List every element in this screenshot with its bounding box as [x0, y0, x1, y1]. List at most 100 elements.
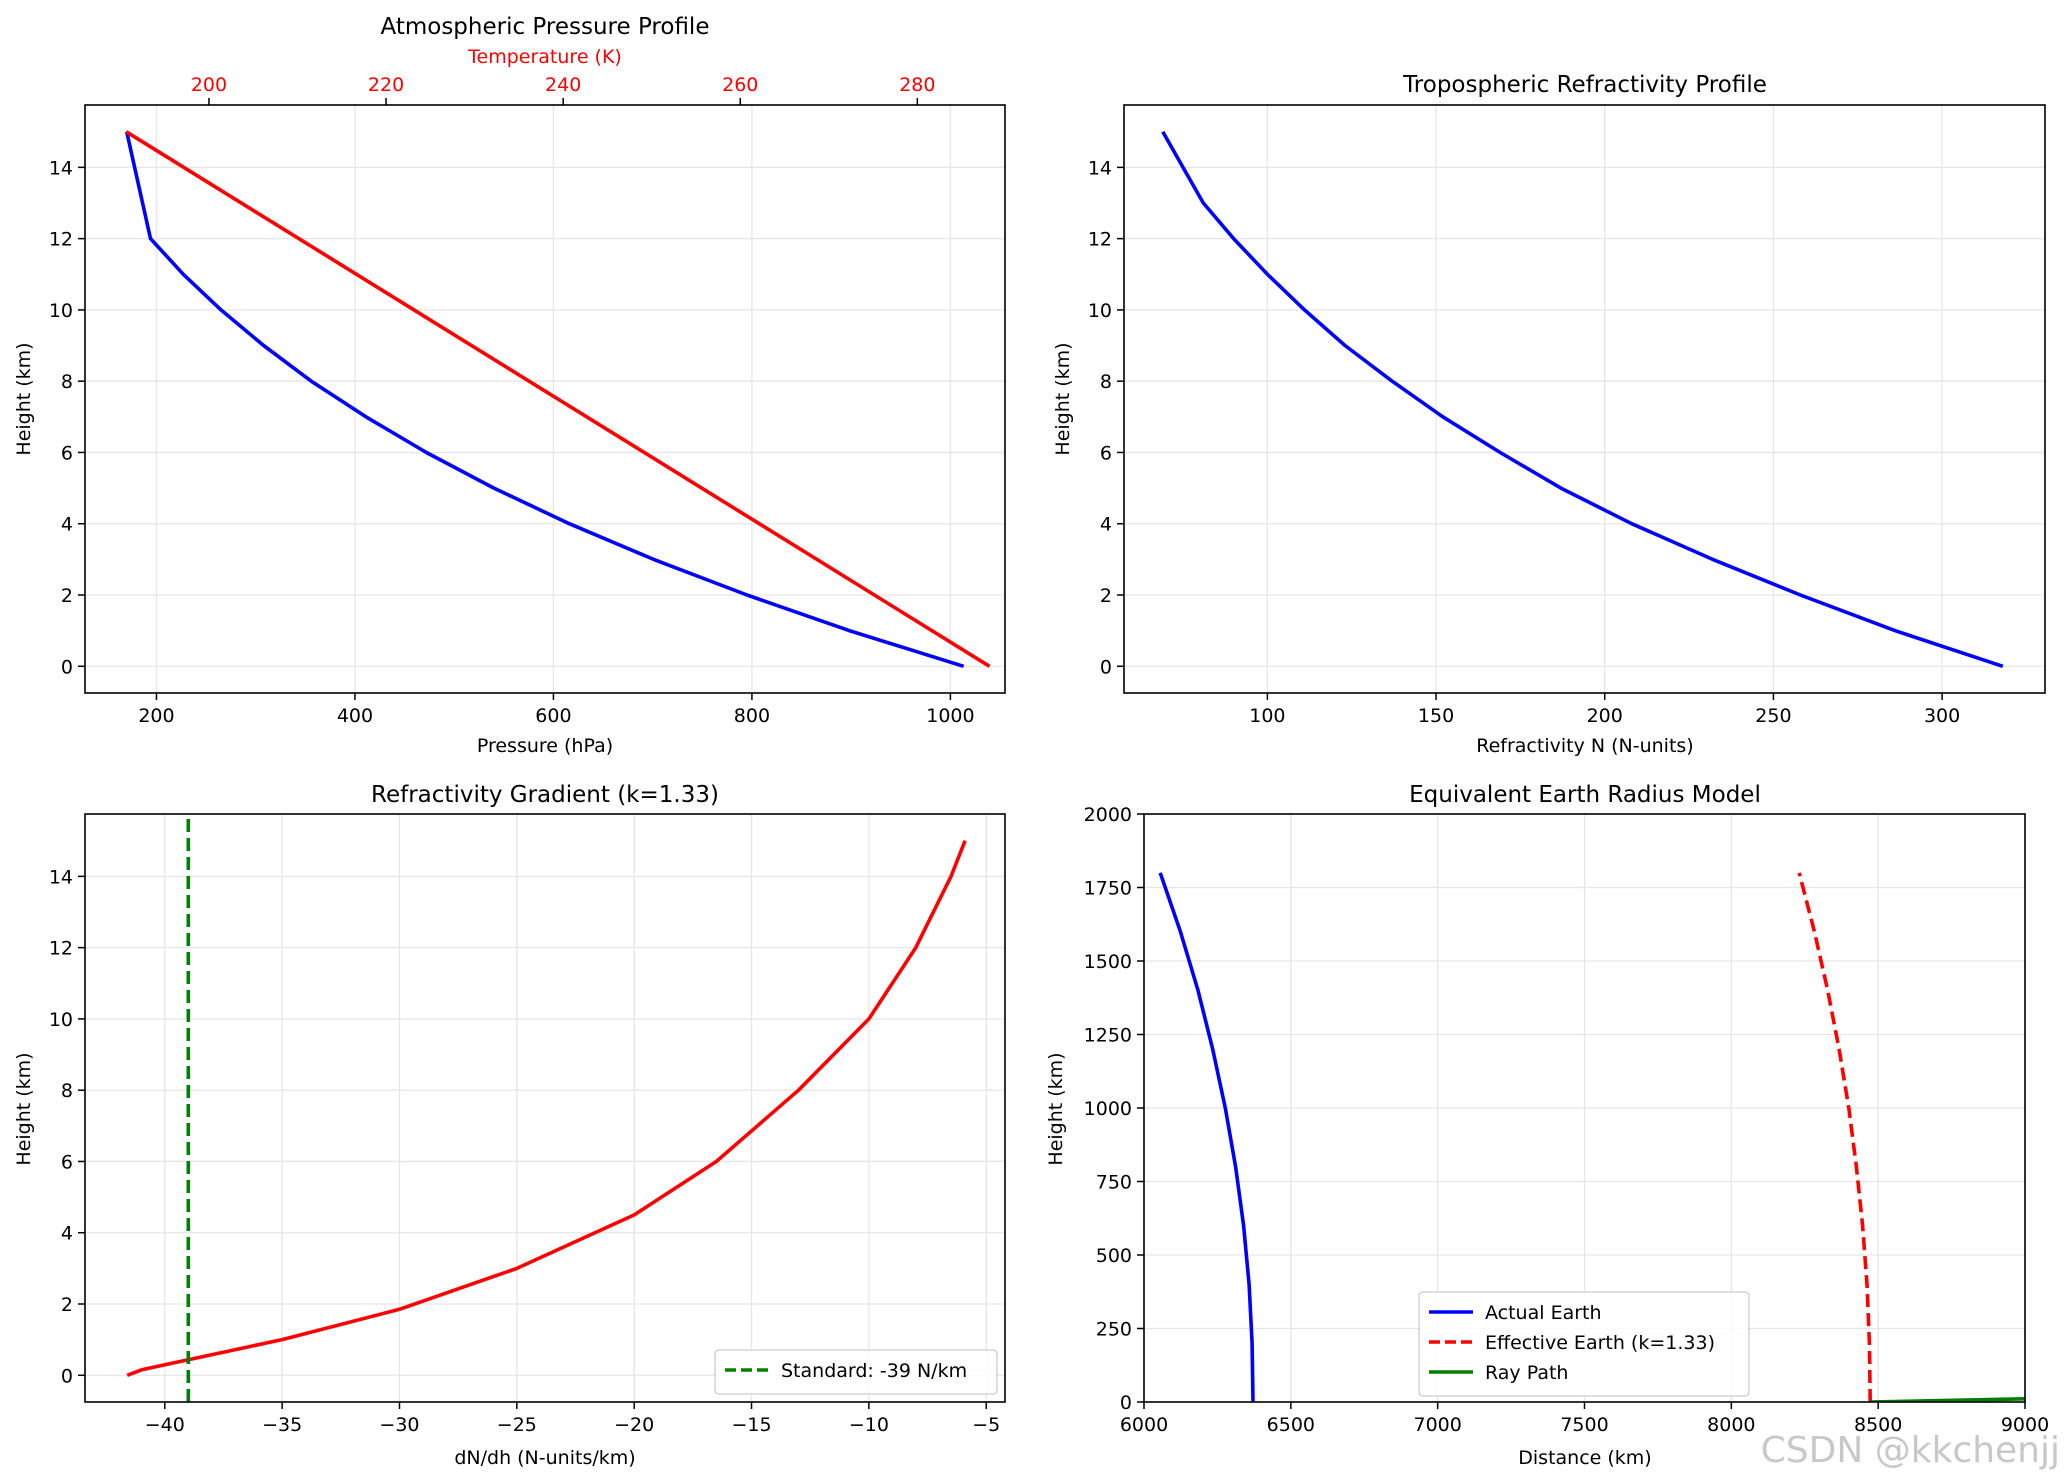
series-line-effective-earth-k-1-33: [1797, 872, 1872, 1402]
x-tick-label: −30: [379, 1414, 419, 1436]
y-axis-ticks: 0 2 4 6 8 10 12 14: [1088, 157, 1124, 678]
series-line-temperature: [125, 130, 991, 668]
y-tick-label: 2: [61, 1294, 73, 1316]
y-tick-label: 500: [1096, 1245, 1132, 1267]
legend-box: [1418, 1291, 1750, 1397]
pressure-profile-chart: 200 400 600 800 1000 0 2 4 6 8 10 12 14 200 220 240 26…: [13, 14, 1006, 757]
grid: [85, 814, 1005, 1402]
top-tick-label: 260: [722, 74, 758, 96]
y-tick-label: 14: [1088, 157, 1112, 179]
x-tick-label: 200: [1587, 705, 1623, 727]
grid: [85, 105, 1005, 693]
y-tick-label: 2000: [1084, 804, 1132, 826]
legend: Actual Earth Effective Earth (k=1.33) Ray …: [1418, 1291, 1750, 1397]
y-tick-label: 6: [61, 442, 73, 464]
x-tick-label: 7000: [1413, 1414, 1461, 1436]
top-axis-label: Temperature (K): [467, 46, 622, 68]
series-line-dn-dh: [126, 840, 967, 1377]
x-tick-label: 300: [1924, 705, 1960, 727]
x-tick-label: 6500: [1267, 1414, 1315, 1436]
series-layer: [126, 814, 967, 1402]
earth-radius-chart: 6000 6500 7000 7500 8000 8500 9000 0 250 500 750 1…: [1045, 782, 2049, 1469]
y-tick-label: 6: [61, 1151, 73, 1173]
top-tick-label: 240: [545, 74, 581, 96]
y-axis-ticks: 0 2 4 6 8 10 12 14: [49, 157, 85, 678]
top-tick-label: 200: [191, 74, 227, 96]
y-axis-ticks: 0 2 4 6 8 10 12 14: [49, 866, 85, 1387]
plot-frame: [1123, 104, 2046, 694]
x-tick-label: 200: [138, 705, 174, 727]
y-tick-label: 2: [1100, 585, 1112, 607]
series-line-actual-earth: [1158, 872, 1255, 1402]
x-tick-label: −20: [614, 1414, 654, 1436]
y-tick-label: 1500: [1084, 951, 1132, 973]
x-tick-label: 800: [734, 705, 770, 727]
y-tick-label: 750: [1096, 1172, 1132, 1194]
x-tick-label: −35: [262, 1414, 302, 1436]
y-tick-label: 0: [1120, 1392, 1132, 1414]
x-tick-label: 6000: [1120, 1414, 1168, 1436]
y-tick-label: 4: [61, 514, 73, 536]
x-tick-label: 100: [1249, 705, 1285, 727]
y-axis-label: Height (km): [1052, 342, 1074, 455]
legend-box: [714, 1349, 998, 1395]
legend-label: Standard: -39 N/km: [781, 1360, 967, 1382]
y-tick-label: 1750: [1084, 878, 1132, 900]
x-tick-label: 8500: [1854, 1414, 1902, 1436]
series-layer: [1161, 130, 2004, 669]
x-tick-label: −40: [145, 1414, 185, 1436]
plot-frame: [84, 813, 1006, 1403]
legend: Standard: -39 N/km: [714, 1349, 998, 1395]
x-tick-label: 8000: [1707, 1414, 1755, 1436]
y-tick-label: 1000: [1084, 1098, 1132, 1120]
x-tick-label: 1000: [926, 705, 974, 727]
plot-frame: [84, 104, 1006, 694]
x-tick-label: 400: [337, 705, 373, 727]
y-tick-label: 12: [1088, 229, 1112, 251]
y-axis-label: Height (km): [13, 342, 35, 455]
series-line-refractivity: [1161, 130, 2004, 669]
x-axis-label: dN/dh (N-units/km): [454, 1447, 635, 1469]
y-tick-label: 0: [61, 1365, 73, 1387]
y-tick-label: 14: [49, 866, 73, 888]
x-tick-label: −5: [972, 1414, 1000, 1436]
x-tick-label: −15: [731, 1414, 771, 1436]
grid: [1124, 105, 2045, 693]
y-tick-label: 6: [1100, 442, 1112, 464]
legend-label: Actual Earth: [1485, 1302, 1602, 1324]
x-axis-ticks: 6000 6500 7000 7500 8000 8500 9000: [1120, 1402, 2049, 1436]
y-tick-label: 14: [49, 157, 73, 179]
y-tick-label: 0: [61, 656, 73, 678]
legend-label: Effective Earth (k=1.33): [1485, 1332, 1715, 1354]
y-axis-label: Height (km): [13, 1052, 35, 1165]
y-tick-label: 8: [61, 371, 73, 393]
chart-title: Equivalent Earth Radius Model: [1409, 782, 1761, 808]
x-tick-label: 9000: [2001, 1414, 2049, 1436]
watermark: CSDN @kkchenjj: [1761, 1430, 2060, 1471]
y-tick-label: 8: [1100, 371, 1112, 393]
x-tick-label: −10: [849, 1414, 889, 1436]
x-axis-label: Refractivity N (N-units): [1476, 735, 1693, 757]
y-tick-label: 10: [49, 300, 73, 322]
refractivity-gradient-chart: −40 −35 −30 −25 −20 −15 −10 −5 0 2 4 6 8 10 12 14 Stan…: [13, 782, 1006, 1469]
y-tick-label: 8: [61, 1080, 73, 1102]
y-tick-label: 2: [61, 585, 73, 607]
y-axis-ticks: 0 250 500 750 1000 1250 1500 1750 2000: [1084, 804, 1144, 1414]
top-tick-label: 280: [899, 74, 935, 96]
y-tick-label: 1250: [1084, 1025, 1132, 1047]
x-tick-label: −25: [497, 1414, 537, 1436]
chart-title: Atmospheric Pressure Profile: [381, 14, 710, 40]
legend-label: Ray Path: [1485, 1362, 1568, 1384]
y-tick-label: 10: [49, 1009, 73, 1031]
series-line-pressure: [124, 131, 965, 669]
top-tick-label: 220: [368, 74, 404, 96]
x-tick-label: 600: [535, 705, 571, 727]
y-tick-label: 4: [61, 1223, 73, 1245]
x-axis-ticks: 100 150 200 250 300: [1249, 693, 1960, 727]
x-axis-ticks: −40 −35 −30 −25 −20 −15 −10 −5: [145, 1402, 1000, 1436]
y-tick-label: 12: [49, 229, 73, 251]
series-layer: [124, 130, 991, 669]
y-tick-label: 12: [49, 938, 73, 960]
top-axis-ticks: 200 220 240 260 280: [191, 74, 935, 105]
y-tick-label: 250: [1096, 1319, 1132, 1341]
